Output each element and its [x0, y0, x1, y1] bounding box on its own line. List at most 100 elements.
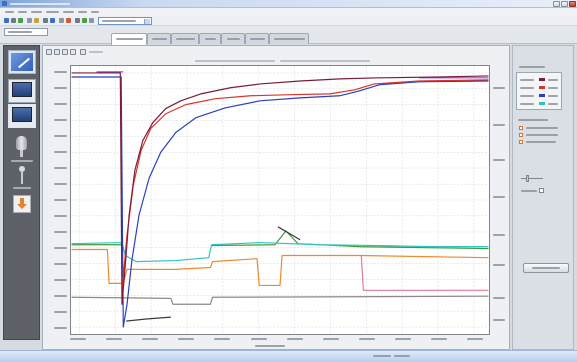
- menu-item[interactable]: [63, 11, 74, 13]
- slider-track[interactable]: [521, 178, 543, 179]
- sidebar-item-monitor[interactable]: [8, 104, 36, 128]
- sidebar-item-download[interactable]: [13, 195, 31, 213]
- status-bar: [0, 350, 577, 362]
- tab[interactable]: [221, 33, 245, 44]
- sidebar-item-probe[interactable]: [10, 136, 34, 164]
- maximize-icon[interactable]: [561, 1, 568, 7]
- y-tick-label: [54, 295, 67, 297]
- cursor-icon[interactable]: [62, 49, 68, 55]
- option-checkbox[interactable]: [519, 140, 523, 144]
- menu-item[interactable]: [46, 11, 59, 13]
- sidebar-item-sensor[interactable]: [10, 166, 34, 192]
- plot-area[interactable]: [70, 65, 490, 335]
- tab-label: [116, 38, 143, 40]
- settings-icon[interactable]: [80, 49, 86, 55]
- series-line-4: [71, 230, 489, 250]
- series-line-2: [360, 255, 489, 291]
- sidebar-item-edit[interactable]: [8, 50, 36, 74]
- options-label: [518, 119, 548, 121]
- autoscale-icon[interactable]: [70, 49, 76, 55]
- tab[interactable]: [199, 33, 221, 44]
- series-line-6: [126, 226, 301, 322]
- channel-row[interactable]: [517, 92, 561, 100]
- toolbar-icon[interactable]: [59, 18, 64, 23]
- y-tick-label: [54, 135, 67, 137]
- tab-label: [205, 38, 216, 40]
- toolbar-icon[interactable]: [43, 18, 48, 23]
- x-tick-label: [106, 338, 122, 340]
- setup-field[interactable]: [4, 28, 48, 36]
- pan-icon[interactable]: [54, 49, 60, 55]
- download-icon: [20, 198, 24, 205]
- tab[interactable]: [111, 33, 147, 45]
- tab[interactable]: [245, 33, 269, 44]
- y-tick-label: [54, 199, 67, 201]
- marker-button[interactable]: [523, 263, 569, 273]
- tab-label: [274, 38, 305, 40]
- window-title: [10, 3, 70, 5]
- tab[interactable]: [269, 33, 309, 44]
- x-tick-label: [287, 338, 303, 340]
- tab[interactable]: [147, 33, 171, 44]
- option-label: [526, 127, 558, 129]
- toolbar-icon[interactable]: [27, 18, 32, 23]
- y-tick-label: [54, 183, 67, 185]
- y2-tick-label: [493, 297, 505, 299]
- series-line-3: [71, 248, 489, 287]
- toolbar-icon[interactable]: [11, 18, 16, 23]
- channel-color: [539, 102, 545, 105]
- sidebar-item-label: [11, 160, 33, 162]
- probe-icon: [16, 136, 27, 150]
- slider-thumb[interactable]: [526, 175, 529, 182]
- channel-value: [548, 103, 558, 105]
- x-tick-label: [70, 338, 86, 340]
- option-checkbox[interactable]: [519, 133, 523, 137]
- y-tick-label: [54, 151, 67, 153]
- toolbar-icon[interactable]: [18, 18, 23, 23]
- chevron-down-icon[interactable]: [144, 19, 150, 24]
- y-tick-label: [54, 263, 67, 265]
- menu-item[interactable]: [91, 11, 99, 13]
- x-tick-label: [467, 338, 483, 340]
- y-tick-label: [54, 167, 67, 169]
- channel-row[interactable]: [517, 100, 561, 108]
- toolbar-icon[interactable]: [34, 18, 39, 23]
- x-tick-label: [142, 338, 158, 340]
- toolbar-icon[interactable]: [50, 18, 55, 23]
- close-icon[interactable]: [569, 1, 576, 7]
- toolbar-icon[interactable]: [4, 18, 9, 23]
- zoom-icon[interactable]: [46, 49, 52, 55]
- menu-item[interactable]: [31, 11, 42, 13]
- toolbar-icon[interactable]: [82, 18, 87, 23]
- y2-tick-label: [493, 124, 505, 126]
- sidebar-item-monitor[interactable]: [8, 79, 36, 103]
- channel-table: [516, 72, 562, 110]
- toolbar-icon[interactable]: [89, 18, 94, 23]
- monitor-icon: [12, 107, 32, 122]
- y-tick-label: [54, 87, 67, 89]
- status-text: [373, 355, 391, 357]
- option-checkbox[interactable]: [519, 126, 523, 130]
- menu-item[interactable]: [78, 11, 87, 13]
- x-tick-label: [359, 338, 375, 340]
- channel-name: [520, 79, 534, 81]
- y-tick-label: [54, 71, 67, 73]
- control-toggle[interactable]: [539, 188, 544, 193]
- channel-row[interactable]: [517, 76, 561, 84]
- series-line-1: [71, 295, 489, 305]
- channel-row[interactable]: [517, 84, 561, 92]
- y2-tick-label: [493, 87, 505, 89]
- menu-bar: [0, 8, 577, 16]
- tab[interactable]: [171, 33, 199, 44]
- minimize-icon[interactable]: [553, 1, 560, 7]
- menu-item[interactable]: [5, 11, 14, 13]
- y-tick-label: [54, 327, 67, 329]
- toolbar-dropdown[interactable]: [98, 17, 152, 25]
- channel-table-header: [519, 66, 545, 68]
- y-tick-label: [54, 279, 67, 281]
- menu-item[interactable]: [18, 11, 27, 13]
- x-tick-label: [395, 338, 411, 340]
- toolbar-icon[interactable]: [75, 18, 80, 23]
- toolbar-icon[interactable]: [66, 18, 71, 23]
- edit-icon: [11, 53, 33, 71]
